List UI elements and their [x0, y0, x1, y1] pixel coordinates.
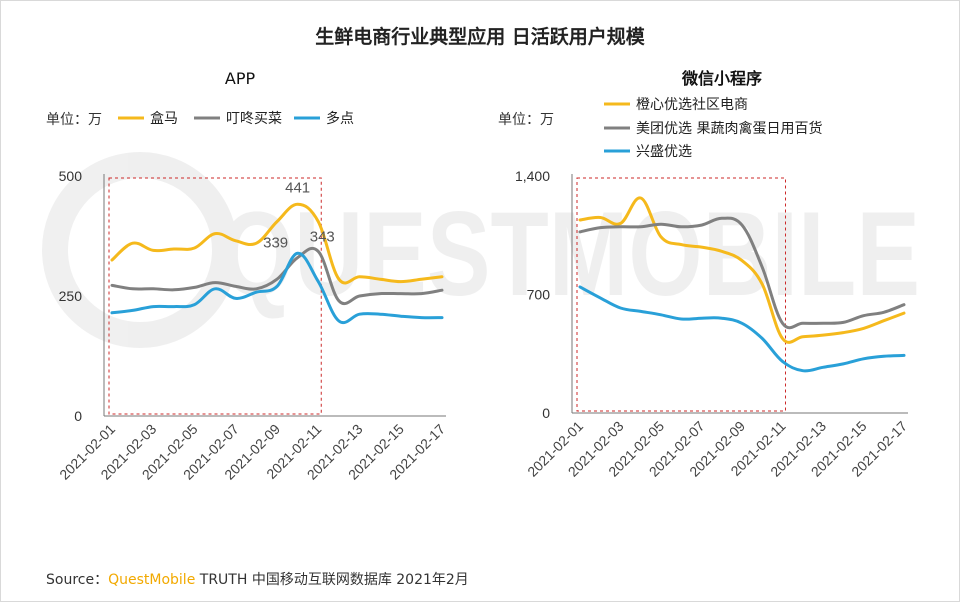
legend-entry-1-0: 橙心优选社区电商 [636, 97, 748, 113]
unit-label-1: 单位：万 [498, 112, 554, 128]
chart-title: 生鲜电商行业典型应用 日活跃用户规模 [315, 26, 645, 48]
source-rest: TRUTH 中国移动互联网数据库 2021年2月 [195, 572, 469, 588]
y-tick-label-1-1: 700 [527, 287, 551, 303]
unit-label-0: 单位：万 [46, 112, 102, 128]
data-label-0-0: 441 [285, 179, 310, 196]
y-tick-label-0-2: 500 [59, 168, 83, 184]
legend-entry-0-1: 叮咚买菜 [226, 111, 282, 127]
highlight-box-0 [108, 177, 322, 415]
legend-entry-0-2: 多点 [326, 110, 354, 127]
data-label-0-1: 339 [263, 234, 288, 251]
series-line-0-2 [110, 251, 444, 325]
series-line-0-0 [110, 202, 444, 285]
source-prefix: Source： [46, 572, 109, 588]
panel-title-0: APP [225, 69, 256, 88]
source-brand: QuestMobile [108, 572, 196, 588]
legend-entry-1-2: 兴盛优选 [636, 144, 692, 160]
highlight-box-1 [576, 177, 786, 412]
series-line-0-1 [110, 246, 444, 306]
y-tick-label-0-1: 250 [59, 288, 83, 304]
series-line-1-1 [578, 216, 906, 330]
legend-entry-1-1: 美团优选 果蔬肉禽蛋日用百货 [636, 120, 822, 137]
data-label-0-2: 343 [310, 228, 335, 245]
y-tick-label-0-0: 0 [74, 408, 82, 424]
panel-title-1: 微信小程序 [681, 69, 762, 88]
source-note: Source：QuestMobile TRUTH 中国移动互联网数据库 2021… [46, 569, 469, 589]
y-tick-label-1-0: 0 [542, 405, 550, 421]
series-line-1-2 [578, 285, 906, 373]
y-tick-label-1-2: 1,400 [515, 168, 550, 184]
series-line-1-0 [578, 196, 906, 344]
legend-entry-0-0: 盒马 [150, 110, 178, 127]
